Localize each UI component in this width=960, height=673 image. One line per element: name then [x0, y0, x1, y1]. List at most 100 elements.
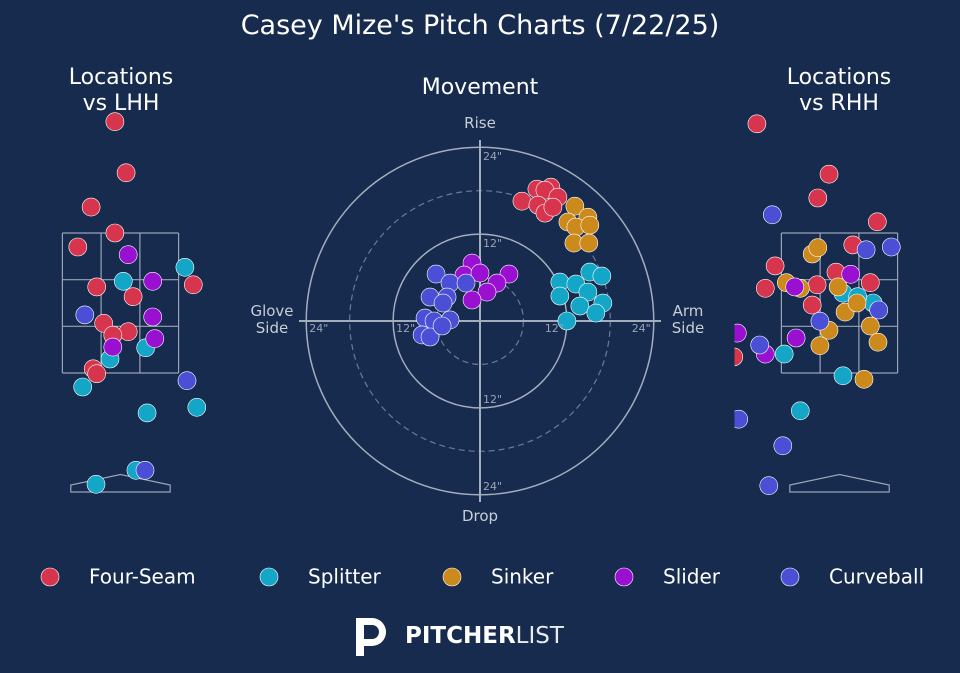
pitch-point [881, 237, 901, 257]
pitch-point [87, 277, 106, 297]
pitch-point [105, 223, 125, 243]
pitch-point [456, 273, 476, 293]
logo-text: PITCHERLIST [405, 623, 565, 649]
pitch-point [867, 212, 887, 232]
pitch-point [860, 316, 880, 336]
legend-label: Curveball [829, 565, 924, 589]
logo-bold: PITCHER [405, 623, 516, 649]
pitch-point [755, 278, 775, 298]
logo-icon [356, 618, 386, 656]
pitch-point [807, 275, 827, 295]
ring-label: 12" [483, 393, 502, 406]
pitch-point [856, 240, 876, 260]
pitch-point [808, 238, 828, 257]
pitch-point [75, 305, 95, 325]
pitch-point [580, 215, 600, 235]
pitch-point [860, 273, 880, 293]
ring-label: 12" [396, 322, 415, 335]
pitch-point [433, 293, 453, 313]
logo: PITCHERLIST [356, 618, 565, 656]
pitch-point [819, 164, 839, 184]
pitch-point [420, 327, 440, 347]
axis-label: Rise [464, 114, 496, 132]
plot-area [299, 140, 661, 502]
legend-label: Splitter [308, 565, 381, 589]
legend-marker [40, 567, 60, 587]
ring-label: 24" [309, 322, 328, 335]
plot-area [734, 114, 901, 496]
pitch-point [81, 197, 101, 217]
chart-title: Locations vs RHH [786, 65, 892, 117]
pitch-point [785, 277, 805, 297]
ring-label: 12" [483, 237, 502, 250]
pitch-point [833, 366, 853, 386]
pitch-point [118, 322, 138, 342]
axis-label: Glove Side [250, 302, 294, 337]
pitch-point [586, 303, 606, 323]
pitch-point [565, 196, 585, 216]
pitch-point [773, 436, 793, 456]
legend-marker [780, 567, 800, 587]
pitch-point [87, 364, 106, 384]
pitch-point [145, 329, 165, 349]
pitch-point [187, 397, 207, 417]
pitch-point [432, 316, 452, 336]
main-title: Casey Mize's Pitch Charts (7/22/25) [240, 10, 720, 41]
axis-label: Drop [461, 507, 499, 525]
pitch-point [543, 197, 563, 217]
pitch-point [462, 290, 482, 310]
home-plate [70, 473, 171, 493]
pitch-point [177, 371, 197, 391]
pitch-point [734, 347, 744, 367]
pitch-point [786, 328, 806, 348]
pitch-point [114, 271, 133, 291]
pitch-point [68, 237, 88, 257]
pitch-point [103, 337, 123, 357]
pitch-point [828, 277, 848, 297]
legend-marker [259, 567, 279, 587]
pitch-point [790, 401, 810, 421]
legend-label: Sinker [491, 565, 554, 589]
pitch-point [557, 311, 577, 331]
ring-label: 12" [545, 322, 564, 335]
home-plate [789, 473, 890, 493]
ring-label: 24" [483, 480, 502, 493]
pitch-point [868, 332, 888, 352]
chart-title: Locations vs LHH [68, 65, 174, 117]
legend-marker [614, 567, 634, 587]
pitch-point [579, 233, 599, 253]
pitch-point [123, 287, 143, 307]
plot-area [61, 112, 207, 494]
ring-label: 24" [483, 150, 502, 163]
pitch-point [810, 336, 830, 356]
pitch-point [570, 296, 590, 316]
pitch-point [118, 245, 138, 264]
legend-label: Four-Seam [89, 565, 196, 589]
pitch-point [854, 369, 874, 389]
pitch-point [759, 476, 779, 496]
pitch-point [135, 460, 155, 480]
pitch-point [578, 282, 598, 302]
pitch-point [184, 275, 203, 295]
pitch-point [765, 256, 785, 276]
pitch-point [747, 114, 767, 134]
ring-label: 24" [632, 322, 651, 335]
pitch-point [762, 205, 782, 225]
legend-marker [442, 567, 462, 587]
pitch-point [175, 257, 195, 277]
pitch-point [143, 271, 162, 291]
chart-title: Movement [421, 75, 539, 100]
pitch-point [734, 323, 747, 343]
pitch-point [869, 300, 889, 320]
pitch-point [477, 282, 497, 302]
pitch-point [734, 409, 748, 429]
legend-label: Slider [663, 565, 721, 589]
pitch-point [550, 286, 570, 306]
pitch-point [802, 295, 822, 315]
pitch-point [592, 266, 612, 286]
pitch-point [105, 112, 125, 131]
pitch-point [73, 377, 92, 397]
pitch-point [116, 163, 136, 183]
